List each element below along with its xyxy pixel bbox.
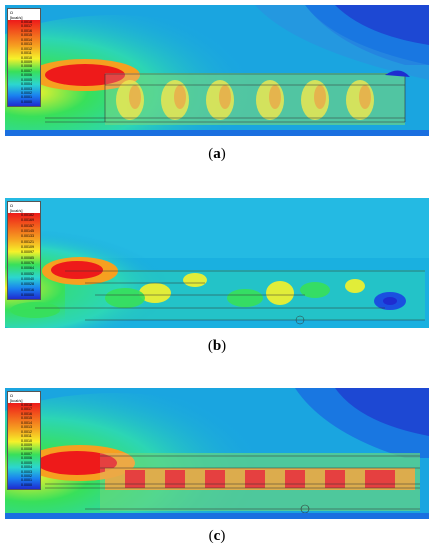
- legend-tick-label: 0.0000: [21, 99, 32, 104]
- caption-b: (b): [207, 338, 227, 354]
- caption-letter: c: [213, 528, 221, 544]
- legend-color-bar: [8, 20, 40, 106]
- legend-tick-label: 0.0012: [21, 429, 32, 434]
- legend-tick-label: 0.0003: [21, 469, 32, 474]
- legend-tick-label: 0.00028: [21, 282, 34, 287]
- legend-tick-label: 0.0005: [21, 460, 32, 465]
- legend-tick-label: 0.00085: [21, 255, 34, 260]
- legend-tick-label: 0.0014: [21, 420, 32, 425]
- legend-tick-label: 0.0018: [21, 20, 32, 24]
- color-legend-a: Ω [kcal/s] 0.0018 0.0017 0.0016 0.0015 0.0014…: [7, 8, 41, 107]
- legend-tick-label: 0.0002: [21, 474, 32, 478]
- legend-tick-label: 0.0001: [21, 478, 32, 483]
- legend-tick-label: 0.0009: [21, 59, 32, 64]
- legend-tick-label: 0.0001: [21, 95, 32, 100]
- legend-color-bar: [8, 213, 40, 299]
- legend-tick-label: 0.0008: [21, 447, 32, 452]
- legend-tick-label: 0.0008: [21, 64, 32, 69]
- legend-tick-label: 0.0016: [21, 411, 32, 416]
- legend-unit: [kcal/s]: [10, 15, 23, 20]
- legend-tick-label: 0.0007: [21, 68, 32, 73]
- legend-tick-labels: 0.00182 0.00169 0.00157 0.00145 0.00133 0.001…: [21, 213, 39, 297]
- caption-letter: b: [212, 338, 222, 354]
- legend-tick-label: 0.0000: [21, 482, 32, 487]
- legend-tick-label: 0.00040: [21, 276, 34, 281]
- color-legend-b: Ω [kcal/s] 0.00182 0.00169 0.00157 0.00145 0.…: [7, 201, 41, 300]
- legend-tick-label: 0.00182: [21, 213, 34, 217]
- legend-tick-label: 0.0011: [21, 51, 32, 56]
- simulation-panel-a: Ω [kcal/s] 0.0018 0.0017 0.0016 0.0015 0.0014…: [5, 5, 429, 136]
- legend-tick-label: 0.00169: [21, 218, 34, 223]
- legend-title: Ω: [10, 393, 13, 398]
- legend-tick-label: 0.0015: [21, 416, 32, 421]
- legend-tick-labels: 0.0018 0.0017 0.0016 0.0015 0.0014 0.0013 0.00…: [21, 403, 39, 487]
- legend-tick-label: 0.0015: [21, 33, 32, 38]
- legend-tick-label: 0.0005: [21, 77, 32, 82]
- legend-tick-label: 0.0007: [21, 451, 32, 456]
- legend-tick-label: 0.0011: [21, 434, 32, 439]
- legend-tick-label: 0.0017: [21, 24, 32, 29]
- contour-plot-b: [5, 198, 429, 328]
- legend-title: Ω: [10, 203, 13, 208]
- legend-tick-label: 0.00109: [21, 244, 34, 249]
- legend-tick-label: 0.00145: [21, 228, 34, 233]
- legend-unit: [kcal/s]: [10, 208, 23, 213]
- caption-c: (c): [208, 528, 226, 544]
- legend-tick-label: 0.00157: [21, 223, 34, 228]
- legend-tick-label: 0.00121: [21, 239, 34, 244]
- legend-tick-label: 0.0002: [21, 91, 32, 95]
- legend-tick-label: 0.0012: [21, 46, 32, 51]
- legend-tick-label: 0.0009: [21, 442, 32, 447]
- legend-tick-label: 0.0017: [21, 407, 32, 412]
- contour-plot-a: [5, 5, 429, 136]
- color-legend-c: Ω [kcal/s] 0.0018 0.0017 0.0016 0.0015 0.0014…: [7, 391, 41, 490]
- simulation-panel-c: Ω [kcal/s] 0.0018 0.0017 0.0016 0.0015 0.0014…: [5, 388, 429, 519]
- legend-tick-label: 0.00000: [21, 292, 34, 297]
- legend-tick-label: 0.0003: [21, 86, 32, 91]
- legend-tick-label: 0.0016: [21, 28, 32, 33]
- legend-unit: [kcal/s]: [10, 398, 23, 403]
- legend-tick-label: 0.0004: [21, 465, 32, 470]
- simulation-panel-b: Ω [kcal/s] 0.00182 0.00169 0.00157 0.00145 0.…: [5, 198, 429, 328]
- legend-tick-label: 0.0006: [21, 73, 32, 78]
- contour-plot-c: [5, 388, 429, 519]
- caption-a: (a): [208, 146, 226, 162]
- legend-tick-label: 0.0014: [21, 37, 32, 42]
- legend-tick-label: 0.00076: [21, 260, 34, 265]
- legend-title: Ω: [10, 10, 13, 15]
- legend-tick-label: 0.0004: [21, 82, 32, 87]
- legend-tick-label: 0.00052: [21, 271, 34, 276]
- legend-tick-label: 0.0013: [21, 425, 32, 430]
- legend-tick-label: 0.00016: [21, 287, 34, 292]
- legend-tick-label: 0.00064: [21, 266, 34, 271]
- legend-tick-label: 0.0013: [21, 42, 32, 47]
- caption-letter: a: [213, 146, 221, 162]
- legend-tick-label: 0.00097: [21, 250, 34, 255]
- legend-tick-label: 0.00133: [21, 234, 34, 239]
- legend-tick-label: 0.0010: [21, 55, 32, 60]
- legend-tick-label: 0.0006: [21, 456, 32, 461]
- legend-color-bar: [8, 403, 40, 489]
- legend-tick-label: 0.0018: [21, 403, 32, 407]
- legend-tick-labels: 0.0018 0.0017 0.0016 0.0015 0.0014 0.0013 0.00…: [21, 20, 39, 104]
- legend-tick-label: 0.0010: [21, 438, 32, 443]
